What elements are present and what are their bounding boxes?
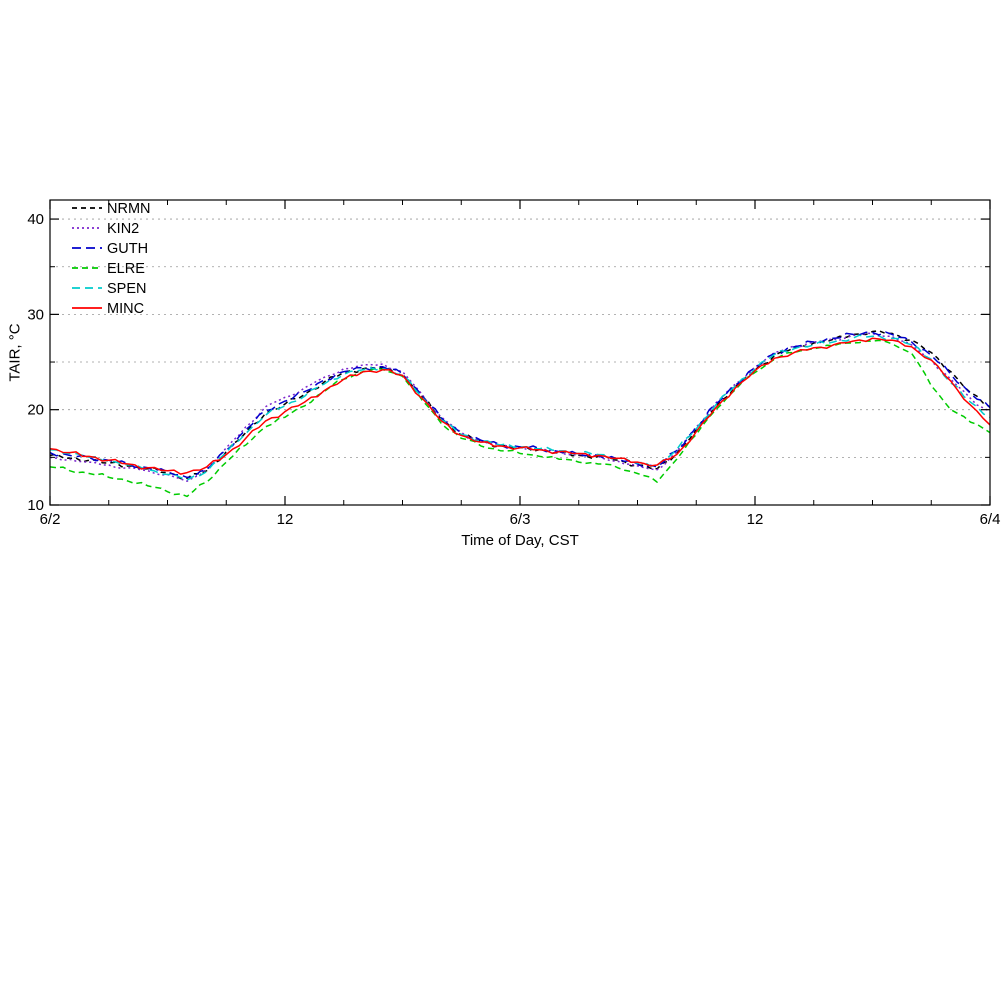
x-tick-label: 12 — [747, 511, 764, 528]
x-tick-label: 6/3 — [510, 511, 531, 528]
legend-label-ELRE: ELRE — [107, 261, 145, 277]
legend-label-KIN2: KIN2 — [107, 221, 139, 237]
y-tick-label: 30 — [27, 306, 44, 323]
series-line-GUTH — [49, 331, 991, 479]
series-line-SPEN — [49, 334, 991, 481]
legend-label-MINC: MINC — [107, 301, 144, 317]
y-tick-label: 20 — [27, 402, 44, 419]
y-tick-label: 10 — [27, 497, 44, 514]
legend-label-GUTH: GUTH — [107, 241, 148, 257]
plot-frame — [49, 199, 991, 506]
legend-label-SPEN: SPEN — [107, 281, 147, 297]
series-line-ELRE — [49, 339, 991, 498]
x-tick-label: 6/4 — [980, 511, 1001, 528]
y-tick-label: 40 — [27, 211, 44, 228]
x-tick-label: 12 — [277, 511, 294, 528]
series-line-KIN2 — [49, 332, 991, 482]
y-axis-label: TAIR, °C — [6, 323, 24, 382]
legend-label-NRMN: NRMN — [107, 201, 151, 217]
series-line-NRMN — [49, 330, 991, 480]
temperature-time-series-figure: 6/2 12 6/3 12 6/4 10 20 30 40 NRMN KIN2 GUTH ELRE SPE… — [0, 199, 1001, 549]
x-axis-label: Time of Day, CST — [461, 532, 579, 549]
chart-canvas: 6/2 12 6/3 12 6/4 10 20 30 40 NRMN KIN2 GUTH ELRE SPE… — [27, 199, 1001, 528]
y-axis-label-wrap: TAIR, °C — [0, 200, 30, 505]
x-tick-label: 6/2 — [40, 511, 61, 528]
series-line-MINC — [49, 337, 991, 475]
